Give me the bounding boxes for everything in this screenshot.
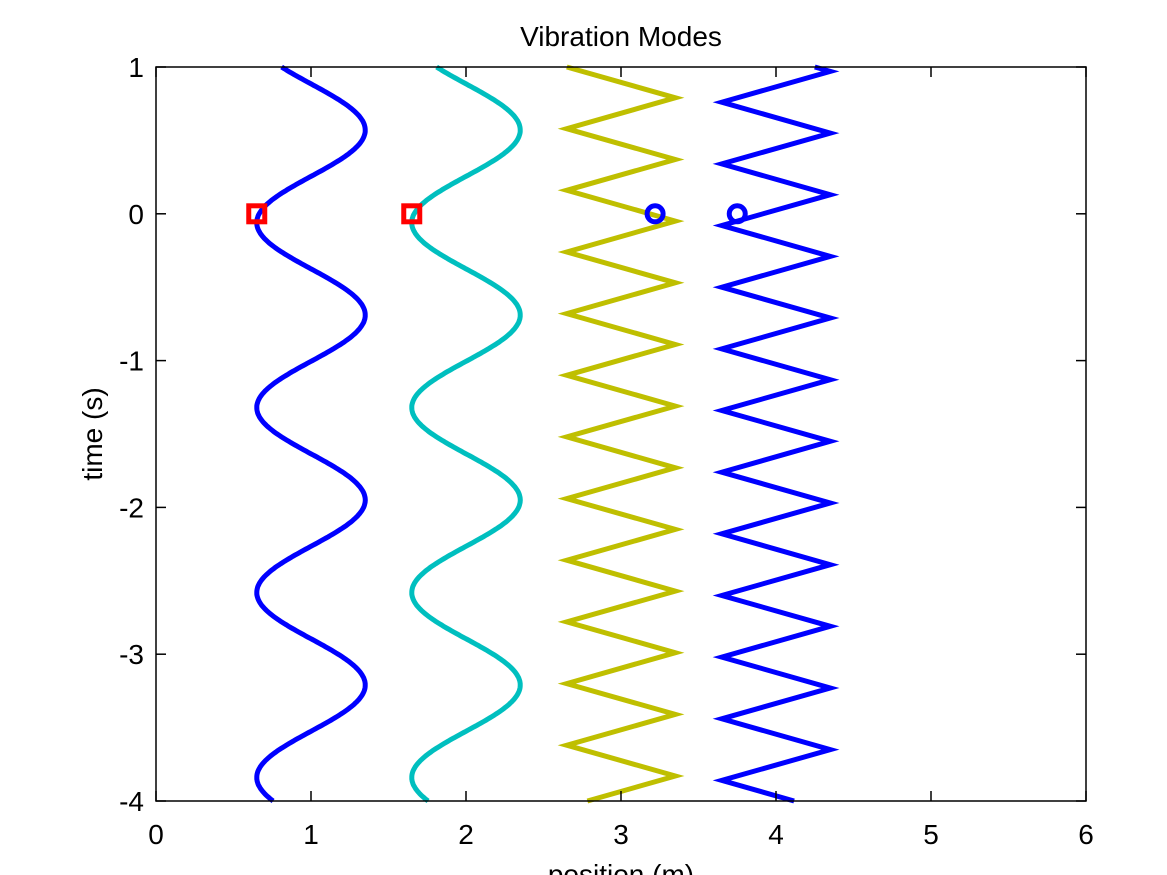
- circle-marker-3: [644, 203, 666, 225]
- circle-marker-4: [726, 203, 748, 225]
- series-line-4: [712, 64, 840, 804]
- square-marker-2: [401, 203, 423, 225]
- x-tick-label: 5: [923, 819, 939, 850]
- x-tick-label: 1: [303, 819, 319, 850]
- x-tick-label: 4: [768, 819, 784, 850]
- series-line-2: [409, 64, 523, 803]
- tick-layer: 0 1 2 3 4 5 6 1 0 -1 -2 -3 -4: [119, 52, 1094, 850]
- y-tick-label: 0: [128, 199, 144, 230]
- square-marker-1: [246, 203, 268, 225]
- x-tick-label: 3: [613, 819, 629, 850]
- series-line-1: [254, 64, 368, 803]
- y-tick-label: 1: [128, 52, 144, 83]
- series-line-3: [557, 64, 685, 804]
- y-tick-label: -1: [119, 346, 144, 377]
- chart-title: Vibration Modes: [520, 21, 722, 52]
- x-axis-label: position (m): [548, 859, 694, 875]
- marker-layer: [246, 203, 748, 225]
- y-tick-label: -4: [119, 786, 144, 817]
- y-tick-label: -2: [119, 492, 144, 523]
- x-tick-label: 6: [1078, 819, 1094, 850]
- x-tick-label: 2: [458, 819, 474, 850]
- y-tick-label: -3: [119, 639, 144, 670]
- y-axis-label: time (s): [77, 387, 108, 480]
- series-layer: [254, 64, 840, 804]
- x-tick-label: 0: [148, 819, 164, 850]
